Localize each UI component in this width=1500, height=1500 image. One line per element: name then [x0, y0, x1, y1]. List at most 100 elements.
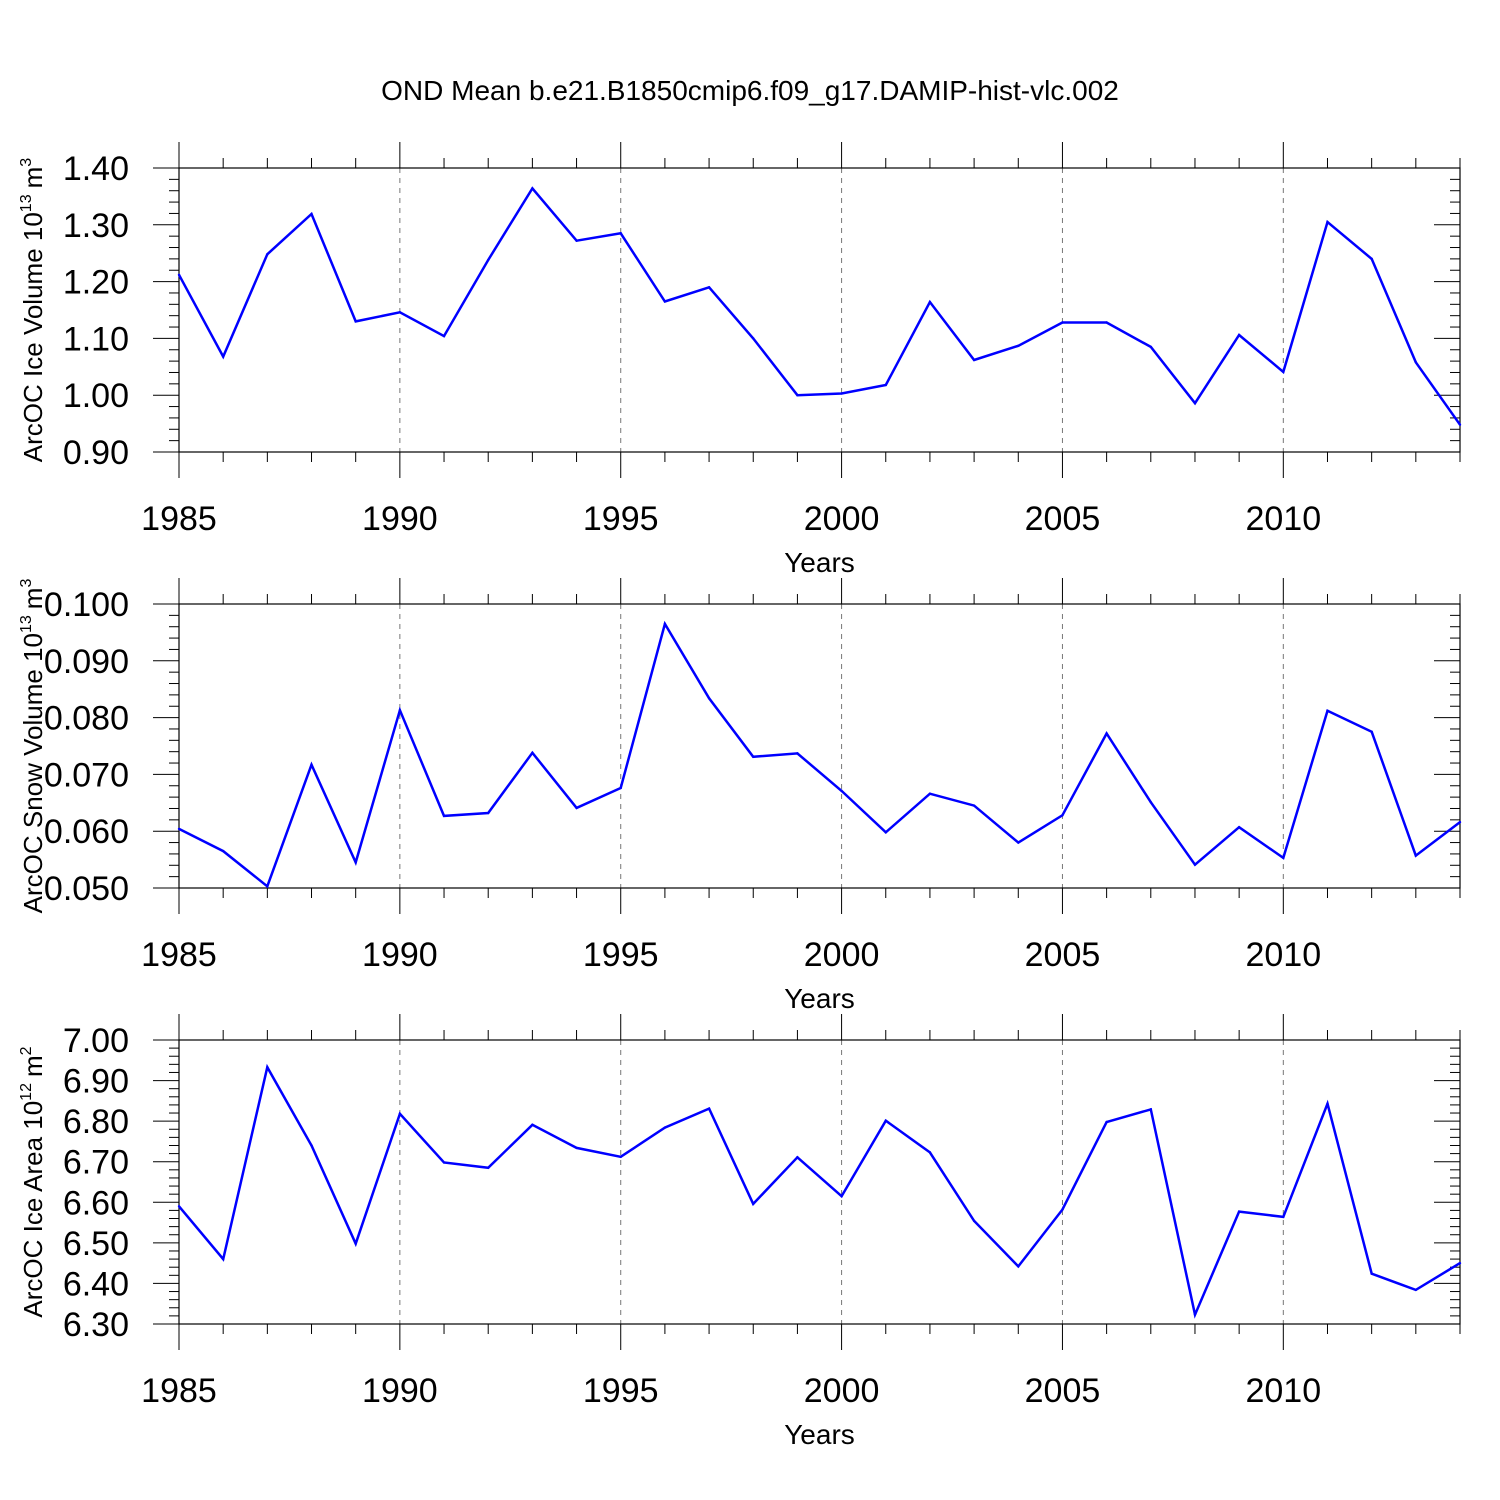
data-point — [1370, 730, 1373, 733]
data-point — [752, 755, 755, 758]
data-point — [398, 311, 402, 314]
data-point — [1017, 344, 1020, 347]
data-point — [1017, 841, 1020, 844]
data-point — [398, 1112, 402, 1116]
y-tick-label: 0.100 — [44, 586, 129, 624]
data-point — [1458, 423, 1462, 426]
data-point — [840, 789, 843, 793]
data-point — [1414, 854, 1418, 857]
data-point — [1326, 220, 1329, 224]
y-tick-label: 0.070 — [44, 756, 129, 794]
data-point — [266, 885, 269, 888]
data-point — [884, 383, 887, 387]
y-tick-label: 0.080 — [44, 700, 129, 738]
y-axis-label-unit-exponent: 2 — [18, 1046, 35, 1055]
data-point — [1237, 1210, 1241, 1213]
data-point — [177, 827, 181, 831]
data-point — [1458, 820, 1462, 824]
panel-snow-volume: 1985 1990 1995 2000 2005 2010 0.050 0.060 0.070 0… — [18, 578, 1462, 1014]
data-point — [1282, 856, 1285, 860]
y-axis-label: ArcOC Snow Volume 1013 m3 — [18, 579, 48, 914]
data-point — [663, 622, 667, 626]
data-point — [442, 814, 446, 818]
y-tick-label: 0.90 — [63, 434, 129, 472]
x-tick-label: 1995 — [583, 500, 659, 538]
data-point — [796, 752, 799, 755]
data-point — [531, 751, 534, 755]
x-tick-label: 1995 — [583, 1372, 659, 1410]
panels: 1985 1990 1995 2000 2005 2010 0.90 1.00 1.10 1.20… — [18, 142, 1462, 1450]
y-tick-label: 6.60 — [63, 1184, 129, 1222]
y-axis-label-exponent: 13 — [18, 194, 35, 212]
data-point — [1105, 732, 1108, 735]
data-point — [1282, 1215, 1285, 1219]
y-axis-label: ArcOC Ice Volume 1013 m3 — [18, 158, 48, 462]
data-point — [928, 1151, 932, 1154]
data-point — [1061, 1208, 1064, 1211]
data-point — [487, 258, 490, 262]
y-axis-label-unit-exponent: 3 — [18, 579, 35, 588]
x-tick-label: 2000 — [804, 1372, 880, 1410]
data-point — [1370, 257, 1373, 261]
data-point — [1414, 1288, 1418, 1292]
y-tick-label: 6.80 — [63, 1103, 129, 1141]
data-point — [487, 811, 490, 815]
data-point — [796, 394, 799, 397]
x-tick-label: 2010 — [1245, 936, 1321, 974]
data-point — [1193, 1313, 1197, 1316]
data-point — [884, 1119, 887, 1122]
data-point — [575, 239, 578, 242]
data-point — [177, 1205, 181, 1208]
data-point — [221, 355, 225, 358]
data-point — [221, 849, 225, 853]
data-point — [1149, 345, 1152, 349]
y-axis-label-exponent: 12 — [18, 1083, 35, 1101]
data-point — [354, 1242, 357, 1245]
data-point — [1017, 1265, 1020, 1268]
data-point — [1193, 401, 1197, 405]
series-line-ice-volume — [177, 186, 1462, 426]
data-point — [1105, 321, 1108, 324]
data-point — [752, 1202, 755, 1206]
data-point — [1370, 1272, 1373, 1275]
data-point — [354, 861, 357, 864]
x-tick-label: 2000 — [804, 936, 880, 974]
data-point — [310, 1144, 313, 1147]
data-point — [310, 763, 313, 766]
x-axis-label: Years — [784, 1419, 855, 1450]
y-tick-label: 1.10 — [63, 320, 129, 358]
data-point — [884, 831, 887, 834]
y-axis-label-text: ArcOC Snow Volume 10 — [18, 633, 48, 913]
x-tick-label: 2010 — [1245, 500, 1321, 538]
y-axis-label-text: ArcOC Ice Volume 10 — [18, 212, 48, 462]
data-point — [266, 1065, 269, 1069]
y-tick-label: 6.90 — [63, 1063, 129, 1101]
data-point — [1105, 1120, 1108, 1124]
data-point — [1458, 1261, 1462, 1265]
data-point — [177, 273, 181, 276]
x-axis-label: Years — [784, 983, 855, 1014]
series-line-ice-area — [178, 1063, 1461, 1319]
x-tick-label: 1990 — [362, 936, 438, 974]
data-point — [619, 232, 622, 235]
data-point — [840, 392, 843, 395]
data-point — [442, 334, 446, 338]
data-point — [1061, 814, 1064, 817]
data-point — [531, 187, 534, 190]
plot-frame — [178, 603, 1461, 889]
data-point — [928, 300, 932, 304]
data-point — [398, 709, 402, 712]
x-tick-label: 2005 — [1025, 500, 1101, 538]
y-axis-label-exponent: 13 — [18, 615, 35, 633]
y-axis-label-unit: m — [18, 1055, 48, 1077]
x-tick-label: 2005 — [1025, 1372, 1101, 1410]
y-axis-label-unit: m — [18, 588, 48, 610]
x-tick-label: 1985 — [141, 1372, 217, 1410]
data-point — [575, 1146, 578, 1150]
x-tick-label: 1995 — [583, 936, 659, 974]
data-point — [310, 212, 313, 216]
plot-frame — [178, 167, 1461, 453]
x-axis-label: Years — [784, 547, 855, 578]
x-tick-label: 2005 — [1025, 936, 1101, 974]
